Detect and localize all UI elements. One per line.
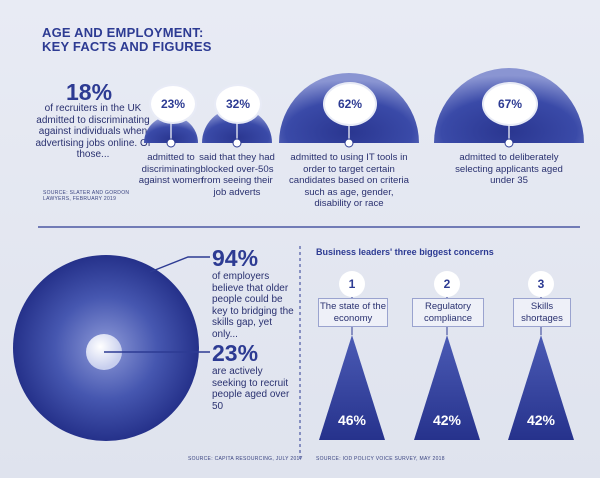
intro-source: SOURCE: SLATER AND GORDON LAWYERS, FEBRU… (43, 190, 129, 202)
skills-pct-23: 23% (212, 340, 259, 366)
concern-pct-skills: 42% (526, 412, 556, 428)
concern-label-regulatory: Regulatory compliance (412, 298, 484, 327)
intro-text: of recruiters in the UK admitted to disc… (35, 103, 151, 161)
skills-text-94: of employers believe that older people c… (212, 271, 294, 340)
triangle-economy (319, 335, 385, 440)
concern-pct-economy: 46% (337, 412, 367, 428)
triangle-skills (508, 335, 574, 440)
concerns-source: SOURCE: IOD POLICY VOICE SURVEY, MAY 201… (316, 456, 445, 462)
fact-caption-32: said that they had blocked over-50s from… (199, 152, 275, 198)
page-title: AGE AND EMPLOYMENT: KEY FACTS AND FIGURE… (42, 26, 212, 54)
concern-number-3: 3 (528, 271, 554, 297)
triangle-regulatory (414, 335, 480, 440)
concern-pct-regulatory: 42% (432, 412, 462, 428)
fact-bubble-62: 62% (323, 82, 377, 126)
title-line-2: KEY FACTS AND FIGURES (42, 39, 212, 54)
concern-label-skills: Skills shortages (513, 298, 571, 327)
title-line-1: AGE AND EMPLOYMENT: (42, 25, 204, 40)
fact-caption-67: admitted to deliberately selecting appli… (455, 152, 563, 186)
skills-source: SOURCE: CAPITA RESOURCING, JULY 2017 (188, 456, 303, 462)
concerns-title: Business leaders' three biggest concerns (316, 247, 494, 257)
concern-label-economy: The state of the economy (318, 298, 388, 327)
skills-text-23: are actively seeking to recruit people a… (212, 366, 290, 412)
intro-source-line-2: LAWYERS, FEBRUARY 2019 (43, 196, 117, 202)
fact-bubble-23: 23% (149, 84, 197, 124)
fact-bubble-32: 32% (214, 84, 262, 124)
concern-number-1: 1 (339, 271, 365, 297)
fact-bubble-67: 67% (482, 82, 538, 126)
intro-percentage: 18% (66, 79, 113, 105)
fact-caption-62: admitted to using IT tools in order to t… (289, 152, 409, 209)
skills-pct-94: 94% (212, 245, 259, 271)
concern-number-2: 2 (434, 271, 460, 297)
fact-caption-23: admitted to discriminating against women (138, 152, 204, 186)
intro-source-line-1: SOURCE: SLATER AND GORDON (43, 190, 130, 196)
